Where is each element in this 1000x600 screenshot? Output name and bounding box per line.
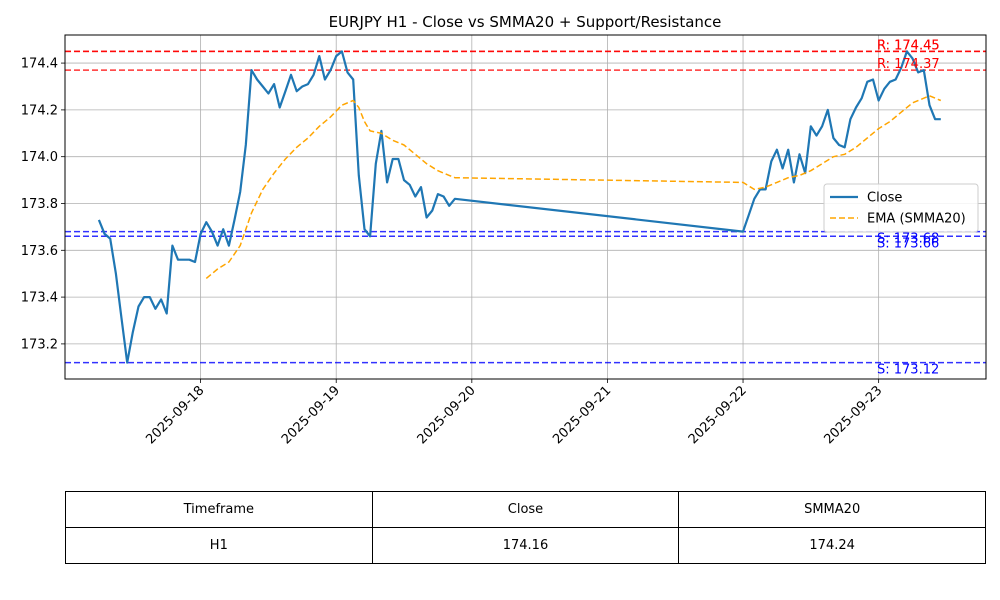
chart-figure: EURJPY H1 - Close vs SMMA20 + Support/Re…	[21, 13, 987, 447]
support-label: S: 173.12	[877, 363, 939, 378]
chart-title: EURJPY H1 - Close vs SMMA20 + Support/Re…	[329, 13, 722, 31]
y-tick-label: 174.2	[21, 103, 58, 118]
support-label: S: 173.66	[877, 236, 939, 251]
header-timeframe: Timeframe	[65, 491, 373, 528]
header-smma20: SMMA20	[678, 491, 986, 528]
support-resistance-lines	[65, 50, 986, 364]
resistance-label: R: 174.37	[877, 57, 940, 72]
x-tick-label: 2025-09-20	[415, 383, 479, 447]
legend-label: EMA (SMMA20)	[867, 212, 966, 227]
x-tick-label: 2025-09-21	[550, 383, 614, 447]
cell-timeframe: H1	[65, 527, 373, 564]
y-tick-label: 173.4	[21, 291, 58, 306]
legend-label: Close	[867, 191, 902, 206]
cell-smma20: 174.24	[678, 527, 986, 564]
x-tick-label: 2025-09-18	[143, 383, 207, 447]
x-tick-label: 2025-09-19	[279, 383, 343, 447]
header-close: Close	[371, 491, 680, 528]
level-labels: R: 174.45R: 174.45R: 174.37S: 173.68S: 1…	[877, 38, 940, 377]
y-tick-label: 173.2	[21, 337, 58, 352]
series-lines	[97, 50, 942, 364]
y-tick-label: 173.6	[21, 244, 58, 259]
x-tick-label: 2025-09-23	[821, 383, 885, 447]
resistance-label: R: 174.45	[877, 38, 940, 53]
plot-area-frame	[64, 34, 987, 380]
summary-table: Timeframe Close SMMA20 H1 174.16 174.24	[65, 491, 986, 564]
table-header-row: Timeframe Close SMMA20	[65, 491, 986, 528]
close-line	[97, 50, 941, 364]
y-tick-label: 173.8	[21, 197, 58, 212]
cell-close: 174.16	[371, 527, 680, 564]
x-tick-label: 2025-09-22	[686, 383, 750, 447]
y-tick-label: 174.0	[21, 150, 58, 165]
table-row: H1 174.16 174.24	[65, 527, 986, 564]
support-label: S: 173.68	[877, 232, 939, 247]
y-tick-label: 174.4	[21, 57, 58, 72]
smma20-line	[205, 95, 942, 279]
legend-box	[823, 183, 979, 233]
resistance-label: R: 174.45	[877, 38, 940, 53]
y-axis-ticks: 173.2 173.4 173.6 173.8 174.0 174.2 174.4	[21, 57, 65, 352]
x-axis-ticks: 2025-09-18 2025-09-19 2025-09-20 2025-09-21…	[143, 379, 885, 447]
legend: Close EMA (SMMA20)	[823, 183, 979, 233]
